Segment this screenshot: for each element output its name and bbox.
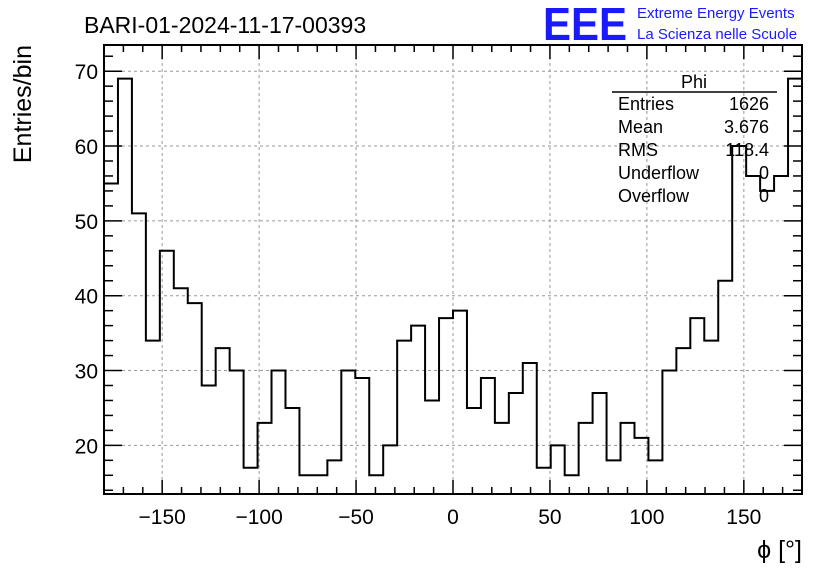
y-tick-label: 60 [75, 136, 98, 159]
x-axis-title: ϕ [°] [757, 536, 802, 564]
grid-lines [104, 45, 802, 494]
y-tick-label: 30 [75, 361, 98, 384]
eee-logo: EEE Extreme Energy Events La Scienza nel… [543, 0, 797, 50]
stats-box: Phi Entries 1626 Mean 3.676 RMS 118.4 Underflo… [612, 72, 777, 206]
x-tick-label: 0 [447, 506, 459, 529]
stats-label: Underflow [618, 163, 700, 183]
stats-value: 0 [759, 186, 769, 206]
stats-title: Phi [681, 72, 707, 92]
y-tick-label: 20 [75, 435, 98, 458]
stats-label: Entries [618, 94, 674, 114]
stats-rows: Entries 1626 Mean 3.676 RMS 118.4 Underflow 0 Ov… [618, 94, 769, 206]
x-tick-labels: −150 −100 −50 0 50 100 150 [139, 506, 762, 529]
axis-ticks [103, 45, 803, 494]
chart-title: BARI-01-2024-11-17-00393 [84, 12, 366, 38]
y-tick-label: 50 [75, 211, 98, 234]
y-tick-label: 40 [75, 286, 98, 309]
stats-value: 1626 [729, 94, 769, 114]
stats-value: 118.4 [725, 140, 769, 160]
x-tick-label: −50 [338, 506, 374, 529]
stats-label: RMS [618, 140, 658, 160]
stats-label: Overflow [618, 186, 690, 206]
logo-line-1: Extreme Energy Events [637, 5, 795, 22]
x-tick-label: 50 [538, 506, 561, 529]
y-tick-label: 70 [75, 61, 98, 84]
x-tick-label: 100 [629, 506, 664, 529]
x-tick-label: −150 [139, 506, 186, 529]
stats-value: 3.676 [724, 117, 769, 137]
y-tick-labels: 20 30 40 50 60 70 [75, 61, 98, 458]
stats-value: 0 [759, 163, 769, 183]
x-tick-label: 150 [726, 506, 761, 529]
stats-label: Mean [618, 117, 663, 137]
logo-line-2: La Scienza nelle Scuole [637, 26, 797, 43]
eee-logo-mark: EEE [543, 0, 627, 50]
histogram-outline [103, 77, 803, 494]
x-tick-label: −100 [235, 506, 282, 529]
y-axis-title: Entries/bin [9, 45, 37, 163]
